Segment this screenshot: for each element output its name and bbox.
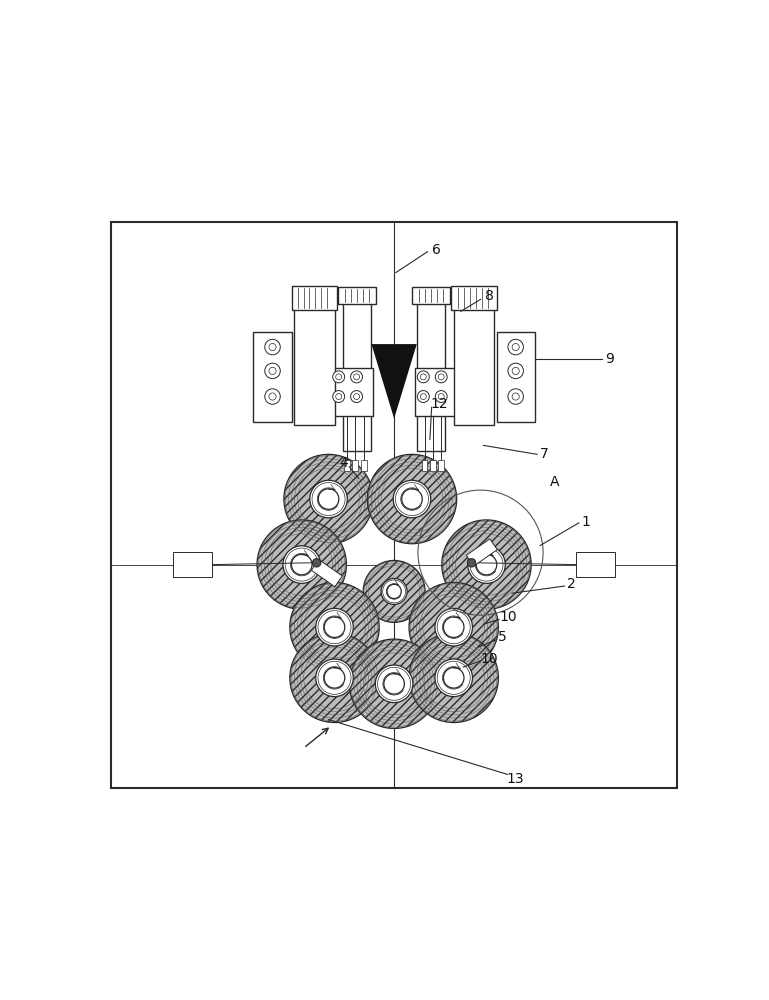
Bar [173, 552, 212, 577]
Bar [344, 460, 350, 471]
Circle shape [441, 520, 531, 609]
Polygon shape [466, 539, 498, 566]
Bar [361, 460, 367, 471]
Bar [254, 332, 291, 422]
Circle shape [418, 391, 429, 402]
Text: 9: 9 [605, 352, 614, 366]
Polygon shape [311, 560, 342, 587]
Circle shape [435, 371, 447, 383]
Bar [338, 287, 376, 304]
Circle shape [269, 343, 276, 351]
Bar [497, 332, 534, 422]
Bar [454, 308, 494, 425]
Circle shape [325, 668, 345, 688]
Text: 7: 7 [540, 447, 548, 461]
Bar [352, 460, 358, 471]
Circle shape [435, 391, 447, 402]
Bar [438, 460, 444, 471]
Text: 6: 6 [432, 243, 441, 257]
Circle shape [284, 454, 373, 544]
Circle shape [508, 339, 524, 355]
Circle shape [318, 489, 339, 509]
Circle shape [290, 633, 379, 723]
Circle shape [375, 665, 413, 703]
Text: 4: 4 [339, 456, 348, 470]
Circle shape [336, 394, 341, 400]
Circle shape [418, 371, 429, 383]
Text: 10: 10 [500, 610, 518, 624]
Circle shape [269, 367, 276, 374]
Circle shape [354, 374, 360, 380]
Bar [451, 286, 497, 310]
Text: 10: 10 [481, 652, 498, 666]
Circle shape [316, 608, 353, 646]
Circle shape [435, 608, 472, 646]
Circle shape [269, 393, 276, 400]
Text: 2: 2 [568, 577, 576, 591]
Bar [412, 287, 450, 304]
Text: 13: 13 [506, 772, 524, 786]
Circle shape [349, 639, 439, 728]
Circle shape [336, 374, 341, 380]
Circle shape [265, 363, 280, 379]
Circle shape [363, 560, 425, 622]
Circle shape [438, 394, 444, 400]
Circle shape [468, 546, 505, 583]
Bar [291, 286, 337, 310]
Bar [294, 308, 335, 425]
Bar [331, 368, 373, 416]
Bar [417, 302, 445, 451]
Bar [343, 302, 371, 451]
Bar [421, 460, 428, 471]
Circle shape [438, 374, 444, 380]
Circle shape [333, 371, 345, 383]
Circle shape [401, 489, 422, 509]
Circle shape [257, 520, 346, 609]
Circle shape [333, 391, 345, 402]
Circle shape [409, 582, 498, 672]
Circle shape [435, 659, 472, 697]
Circle shape [512, 393, 519, 400]
Circle shape [444, 668, 464, 688]
Circle shape [291, 554, 312, 575]
Circle shape [512, 343, 519, 351]
Circle shape [508, 389, 524, 404]
Text: 5: 5 [498, 630, 507, 644]
Circle shape [384, 674, 404, 694]
Circle shape [508, 363, 524, 379]
Bar [576, 552, 615, 577]
Circle shape [387, 584, 401, 599]
Circle shape [354, 394, 360, 400]
Circle shape [325, 617, 345, 637]
Circle shape [290, 582, 379, 672]
Circle shape [351, 391, 362, 402]
Circle shape [421, 394, 426, 400]
Circle shape [468, 559, 476, 567]
Circle shape [265, 339, 280, 355]
Circle shape [312, 559, 321, 567]
Polygon shape [371, 344, 417, 419]
Text: A: A [551, 475, 560, 489]
Text: 8: 8 [485, 289, 494, 303]
Circle shape [409, 633, 498, 723]
Circle shape [393, 480, 431, 518]
Circle shape [316, 659, 353, 697]
Circle shape [265, 389, 280, 404]
Circle shape [283, 546, 321, 583]
Circle shape [381, 578, 407, 604]
Circle shape [351, 371, 362, 383]
Circle shape [421, 374, 426, 380]
Circle shape [310, 480, 348, 518]
Circle shape [476, 554, 497, 575]
Bar [430, 460, 436, 471]
Text: 12: 12 [430, 397, 448, 411]
Circle shape [368, 454, 457, 544]
Circle shape [444, 617, 464, 637]
Text: 1: 1 [581, 515, 591, 529]
Bar [415, 368, 458, 416]
Circle shape [512, 367, 519, 374]
